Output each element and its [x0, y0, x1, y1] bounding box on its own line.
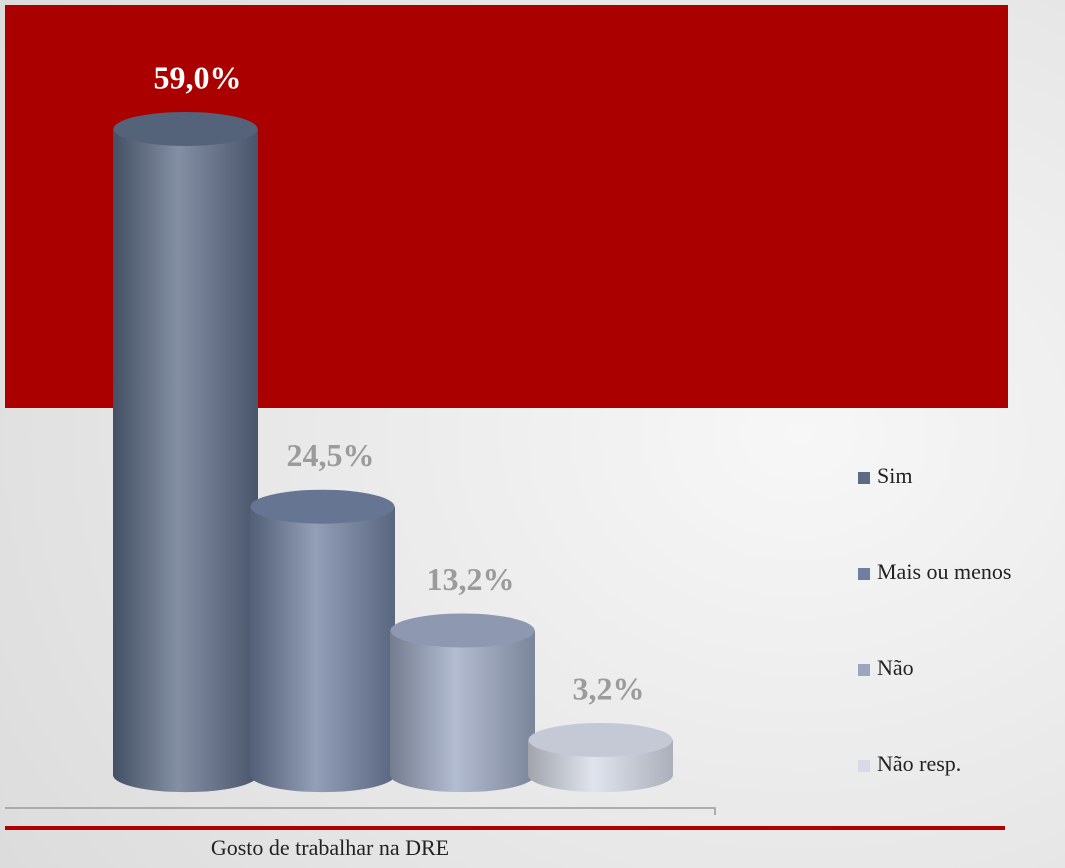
- category-label: Gosto de trabalhar na DRE: [211, 835, 449, 860]
- legend-label: Sim: [877, 463, 912, 488]
- legend-swatch: [858, 472, 870, 484]
- category-axis: [5, 807, 716, 815]
- bar: [250, 506, 395, 793]
- legend-swatch: [858, 760, 870, 772]
- bar-top: [250, 489, 395, 524]
- bar: [390, 630, 535, 793]
- value-label: 24,5%: [287, 437, 375, 473]
- legend-swatch: [858, 664, 870, 676]
- legend-label: Não resp.: [877, 751, 961, 776]
- bar-top: [390, 613, 535, 648]
- value-label: 3,2%: [573, 670, 645, 706]
- legend-label: Não: [877, 655, 914, 680]
- value-label: 13,2%: [427, 561, 515, 597]
- bar: [113, 128, 258, 793]
- bar-top: [528, 722, 673, 757]
- legend-swatch: [858, 568, 870, 580]
- value-label: 59,0%: [154, 59, 242, 95]
- legend-label: Mais ou menos: [877, 559, 1011, 584]
- bar-top: [113, 111, 258, 146]
